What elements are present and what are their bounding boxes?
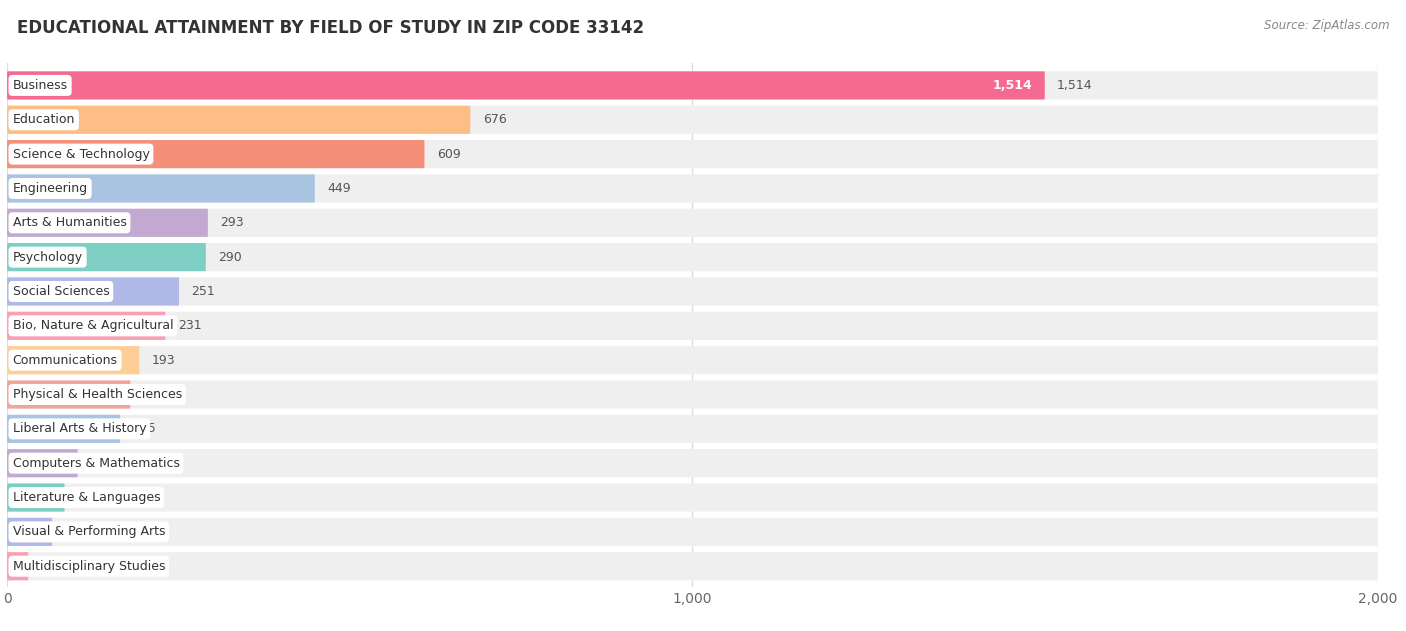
Text: Physical & Health Sciences: Physical & Health Sciences xyxy=(13,388,181,401)
FancyBboxPatch shape xyxy=(7,209,1378,237)
FancyBboxPatch shape xyxy=(7,105,471,134)
Text: Engineering: Engineering xyxy=(13,182,87,195)
Text: Source: ZipAtlas.com: Source: ZipAtlas.com xyxy=(1264,19,1389,32)
Text: Education: Education xyxy=(13,114,75,126)
Text: Computers & Mathematics: Computers & Mathematics xyxy=(13,457,180,469)
FancyBboxPatch shape xyxy=(7,346,1378,374)
Text: Arts & Humanities: Arts & Humanities xyxy=(13,216,127,229)
Text: 676: 676 xyxy=(482,114,506,126)
FancyBboxPatch shape xyxy=(7,380,1378,409)
FancyBboxPatch shape xyxy=(7,209,208,237)
FancyBboxPatch shape xyxy=(7,552,1378,581)
Text: 180: 180 xyxy=(143,388,167,401)
FancyBboxPatch shape xyxy=(7,518,52,546)
FancyBboxPatch shape xyxy=(7,140,425,168)
Text: 193: 193 xyxy=(152,353,176,367)
FancyBboxPatch shape xyxy=(7,243,205,271)
FancyBboxPatch shape xyxy=(7,312,1378,340)
FancyBboxPatch shape xyxy=(7,483,65,512)
Text: 231: 231 xyxy=(177,319,201,333)
FancyBboxPatch shape xyxy=(7,449,1378,477)
FancyBboxPatch shape xyxy=(7,174,315,203)
Text: Bio, Nature & Agricultural: Bio, Nature & Agricultural xyxy=(13,319,173,333)
FancyBboxPatch shape xyxy=(7,415,1378,443)
FancyBboxPatch shape xyxy=(7,312,166,340)
Text: 165: 165 xyxy=(132,422,156,435)
Text: 609: 609 xyxy=(437,148,461,161)
FancyBboxPatch shape xyxy=(7,518,1378,546)
FancyBboxPatch shape xyxy=(7,415,120,443)
Text: EDUCATIONAL ATTAINMENT BY FIELD OF STUDY IN ZIP CODE 33142: EDUCATIONAL ATTAINMENT BY FIELD OF STUDY… xyxy=(17,19,644,37)
FancyBboxPatch shape xyxy=(7,140,1378,168)
Text: Business: Business xyxy=(13,79,67,92)
Text: 290: 290 xyxy=(218,251,242,264)
Text: 449: 449 xyxy=(328,182,350,195)
FancyBboxPatch shape xyxy=(7,243,1378,271)
Text: Communications: Communications xyxy=(13,353,118,367)
Text: Liberal Arts & History: Liberal Arts & History xyxy=(13,422,146,435)
Text: Social Sciences: Social Sciences xyxy=(13,285,110,298)
Text: 31: 31 xyxy=(41,560,56,573)
FancyBboxPatch shape xyxy=(7,346,139,374)
FancyBboxPatch shape xyxy=(7,449,77,477)
FancyBboxPatch shape xyxy=(7,278,179,305)
Text: 1,514: 1,514 xyxy=(1057,79,1092,92)
FancyBboxPatch shape xyxy=(7,278,1378,305)
Text: Psychology: Psychology xyxy=(13,251,83,264)
Text: Visual & Performing Arts: Visual & Performing Arts xyxy=(13,526,165,538)
Text: 1,514: 1,514 xyxy=(993,79,1032,92)
FancyBboxPatch shape xyxy=(7,380,131,409)
FancyBboxPatch shape xyxy=(7,483,1378,512)
Text: Multidisciplinary Studies: Multidisciplinary Studies xyxy=(13,560,165,573)
Text: 103: 103 xyxy=(90,457,114,469)
Text: Science & Technology: Science & Technology xyxy=(13,148,149,161)
FancyBboxPatch shape xyxy=(7,105,1378,134)
Text: 251: 251 xyxy=(191,285,215,298)
Text: 84: 84 xyxy=(77,491,93,504)
Text: Literature & Languages: Literature & Languages xyxy=(13,491,160,504)
FancyBboxPatch shape xyxy=(7,71,1045,100)
Text: 293: 293 xyxy=(221,216,243,229)
FancyBboxPatch shape xyxy=(7,552,28,581)
FancyBboxPatch shape xyxy=(7,174,1378,203)
FancyBboxPatch shape xyxy=(7,71,1378,100)
Text: 66: 66 xyxy=(65,526,80,538)
